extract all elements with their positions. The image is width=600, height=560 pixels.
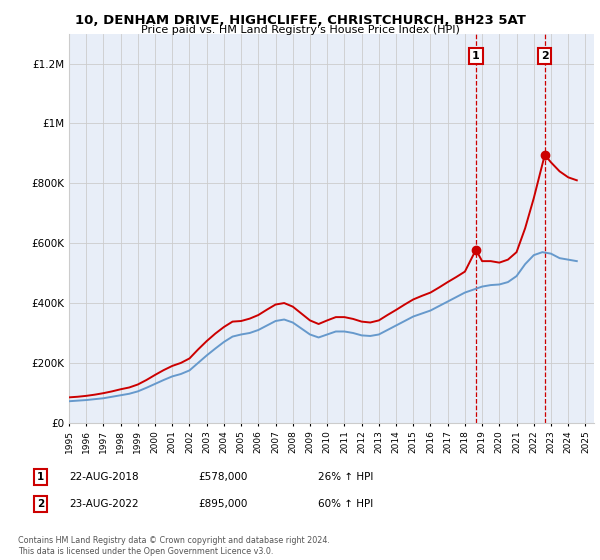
Text: 23-AUG-2022: 23-AUG-2022 [69,499,139,509]
Text: Contains HM Land Registry data © Crown copyright and database right 2024.
This d: Contains HM Land Registry data © Crown c… [18,536,330,556]
Text: 1: 1 [37,472,44,482]
Text: 10, DENHAM DRIVE, HIGHCLIFFE, CHRISTCHURCH, BH23 5AT: 10, DENHAM DRIVE, HIGHCLIFFE, CHRISTCHUR… [74,14,526,27]
Text: 1: 1 [472,51,480,61]
Text: 22-AUG-2018: 22-AUG-2018 [69,472,139,482]
Text: £895,000: £895,000 [198,499,247,509]
Text: 60% ↑ HPI: 60% ↑ HPI [318,499,373,509]
Text: 26% ↑ HPI: 26% ↑ HPI [318,472,373,482]
Text: 2: 2 [37,499,44,509]
Text: £578,000: £578,000 [198,472,247,482]
Text: 2: 2 [541,51,548,61]
Text: Price paid vs. HM Land Registry's House Price Index (HPI): Price paid vs. HM Land Registry's House … [140,25,460,35]
